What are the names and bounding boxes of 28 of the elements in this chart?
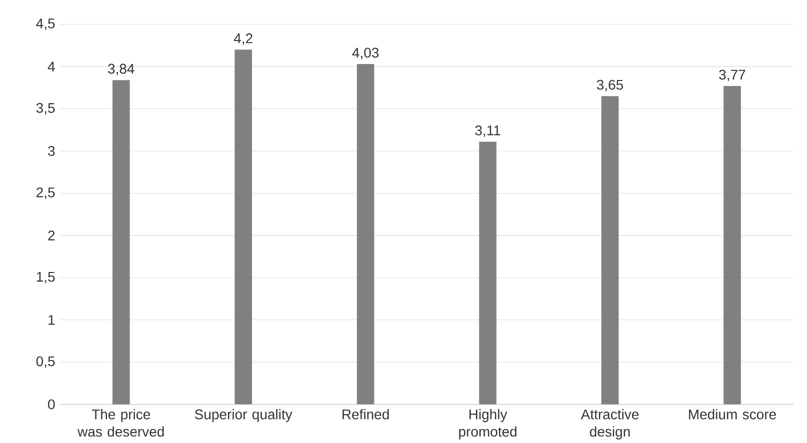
y-tick-label: 3	[48, 146, 55, 156]
bar	[724, 86, 741, 404]
y-tick-label: 0	[48, 399, 55, 410]
x-tick-label: Highly promoted	[459, 409, 516, 440]
y-tick-label: 1	[48, 315, 55, 325]
bar	[601, 96, 619, 404]
y-tick-label: 0,5	[36, 356, 55, 368]
data-label: 4,2	[234, 33, 252, 45]
bar	[112, 80, 130, 404]
y-tick-label: 4	[48, 62, 55, 72]
x-tick-label: Refined	[342, 409, 389, 420]
y-tick-label: 4,5	[36, 18, 55, 30]
data-label: 4,03	[352, 48, 379, 60]
y-tick-label: 2	[48, 230, 55, 240]
data-label: 3,84	[108, 64, 134, 76]
y-tick-label: 3,5	[36, 103, 55, 115]
data-label: 3,77	[719, 70, 746, 82]
bar	[479, 142, 496, 404]
x-tick-label: Attractive design	[580, 409, 639, 440]
x-tick-label: The price was deserved	[78, 409, 164, 437]
x-tick-label: Medium score	[689, 409, 776, 420]
y-tick-label: 2,5	[36, 187, 55, 200]
bar	[356, 64, 374, 404]
data-label: 3,11	[475, 125, 500, 138]
x-tick-label: Superior quality	[194, 409, 292, 422]
bar	[234, 50, 252, 404]
y-tick-label: 1,5	[36, 272, 55, 284]
data-label: 3,65	[596, 80, 624, 92]
